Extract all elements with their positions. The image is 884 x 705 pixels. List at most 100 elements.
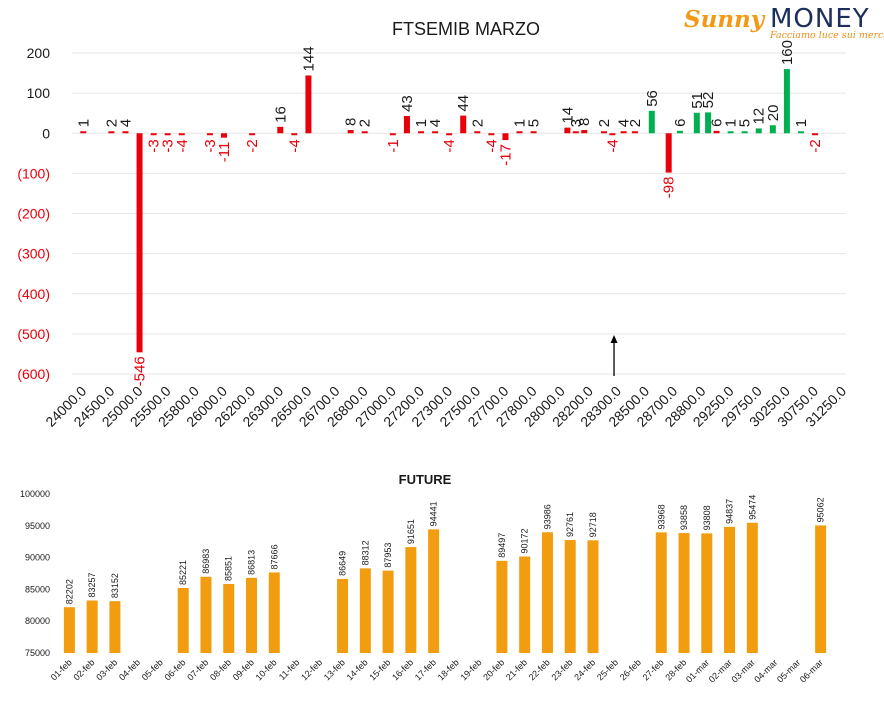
future-chart-title: FUTURE — [399, 472, 452, 487]
future-y-tick-label: 75000 — [25, 648, 50, 658]
sunny-money-logo: Sunny MONEY Facciamo luce sui mercati — [684, 4, 884, 44]
option-bar — [277, 126, 284, 134]
future-x-tick-label: 03-mar — [730, 657, 757, 684]
option-bar — [581, 130, 588, 134]
option-bar — [305, 75, 312, 134]
option-bar — [347, 130, 354, 134]
future-bar — [382, 570, 394, 653]
y-tick-label: (400) — [17, 286, 50, 302]
future-x-tick-label: 16-feb — [390, 657, 415, 682]
option-bar — [755, 128, 762, 134]
option-bar — [291, 133, 298, 136]
future-bar-value-label: 82202 — [64, 579, 74, 604]
future-bar-value-label: 86649 — [338, 551, 348, 576]
future-x-tick-label: 15-feb — [367, 657, 392, 682]
option-bar-value-label: -4 — [483, 139, 500, 152]
option-bar-value-label: 16 — [272, 106, 289, 123]
future-x-tick-label: 19-feb — [458, 657, 483, 682]
option-bar-value-label: 4 — [117, 119, 134, 127]
future-x-tick-label: 01-feb — [49, 657, 74, 682]
future-x-tick-label: 21-feb — [504, 657, 529, 682]
future-y-tick-label: 90000 — [25, 553, 50, 563]
future-bar-value-label: 91651 — [406, 519, 416, 544]
future-bar-value-label: 88312 — [360, 540, 370, 565]
options-chart-y-axis: 200 100 0 (100) (200) (300) (400) (500) (600) — [17, 45, 50, 382]
option-bar-value-label: -4 — [286, 139, 303, 152]
future-x-tick-label: 10-feb — [254, 657, 279, 682]
option-bar-value-label: 6 — [672, 118, 689, 126]
option-bar — [648, 110, 655, 134]
future-bar-value-label: 83257 — [87, 572, 97, 597]
future-bar — [405, 547, 417, 653]
future-bar-value-label: 93808 — [702, 505, 712, 530]
option-bar — [812, 133, 819, 136]
future-x-tick-label: 11-feb — [277, 657, 302, 682]
annotation-arrow-head — [610, 335, 618, 343]
option-bar-value-label: 8 — [343, 118, 360, 126]
future-bar-value-label: 92761 — [565, 512, 575, 537]
y-tick-label: 100 — [27, 85, 51, 101]
future-x-tick-label: 17-feb — [413, 657, 438, 682]
option-bar-value-label: 1 — [75, 119, 92, 127]
future-bar — [223, 583, 235, 653]
future-bar-value-label: 93968 — [656, 504, 666, 529]
future-bar-value-label: 86983 — [201, 549, 211, 574]
option-bar-value-label: 5 — [526, 119, 543, 127]
future-bar — [655, 532, 667, 653]
option-bar-value-label: 5 — [737, 119, 754, 127]
future-x-tick-label: 13-feb — [322, 657, 347, 682]
future-bar — [701, 533, 713, 653]
future-bar — [200, 576, 212, 653]
future-bar-value-label: 89497 — [497, 533, 507, 558]
future-x-tick-label: 07-feb — [185, 657, 210, 682]
future-bar-value-label: 95062 — [816, 497, 826, 522]
future-bar — [428, 529, 440, 653]
option-bar-value-label: 2 — [357, 119, 374, 127]
option-bar — [600, 131, 607, 134]
future-bar-value-label: 93858 — [679, 505, 689, 530]
future-bar — [177, 587, 189, 653]
option-bar — [693, 112, 700, 134]
option-bar — [403, 115, 410, 134]
option-bar-value-label: 2 — [627, 119, 644, 127]
option-bar-value-label: 56 — [644, 90, 661, 107]
future-x-tick-label: 24-feb — [572, 657, 597, 682]
future-x-tick-label: 05-feb — [140, 657, 165, 682]
future-bar-value-label: 92718 — [588, 512, 598, 537]
option-bar-value-label: -17 — [497, 144, 514, 166]
future-chart-y-axis: 100000 95000 90000 85000 80000 75000 — [20, 489, 50, 658]
future-bar — [815, 525, 827, 653]
option-bar — [150, 133, 157, 136]
future-bar — [337, 578, 349, 653]
option-bar-value-label: 1 — [793, 119, 810, 127]
future-y-tick-label: 95000 — [25, 521, 50, 531]
future-x-tick-label: 22-feb — [527, 657, 552, 682]
option-bar — [108, 131, 115, 134]
y-tick-label: (500) — [17, 326, 50, 342]
option-bar — [713, 130, 720, 134]
future-bar — [109, 601, 121, 653]
option-bar-value-label: 44 — [455, 95, 472, 112]
option-bar-value-label: 51 — [689, 92, 706, 109]
option-bar — [572, 131, 579, 134]
future-x-tick-label: 26-feb — [618, 657, 643, 682]
option-bar — [741, 131, 748, 134]
option-bar — [488, 133, 495, 136]
future-bar-value-label: 95474 — [747, 495, 757, 520]
future-bar-value-label: 94441 — [429, 501, 439, 526]
option-bar-value-label: -4 — [441, 139, 458, 152]
option-bar-value-label: -1 — [385, 139, 402, 152]
option-bar-value-label: 43 — [399, 95, 416, 112]
option-bar-value-label: -2 — [244, 139, 261, 152]
future-bar — [564, 540, 576, 653]
option-bar-value-label: 4 — [427, 119, 444, 127]
option-bar-value-label: 4 — [616, 119, 633, 127]
option-bar-value-label: -3 — [160, 139, 177, 152]
future-x-tick-label: 25-feb — [595, 657, 620, 682]
future-bar — [359, 568, 371, 653]
option-bar — [474, 131, 481, 134]
option-bar — [361, 131, 368, 134]
option-bar — [727, 131, 734, 134]
option-bar-value-label: -2 — [807, 139, 824, 152]
future-y-tick-label: 100000 — [20, 489, 50, 499]
